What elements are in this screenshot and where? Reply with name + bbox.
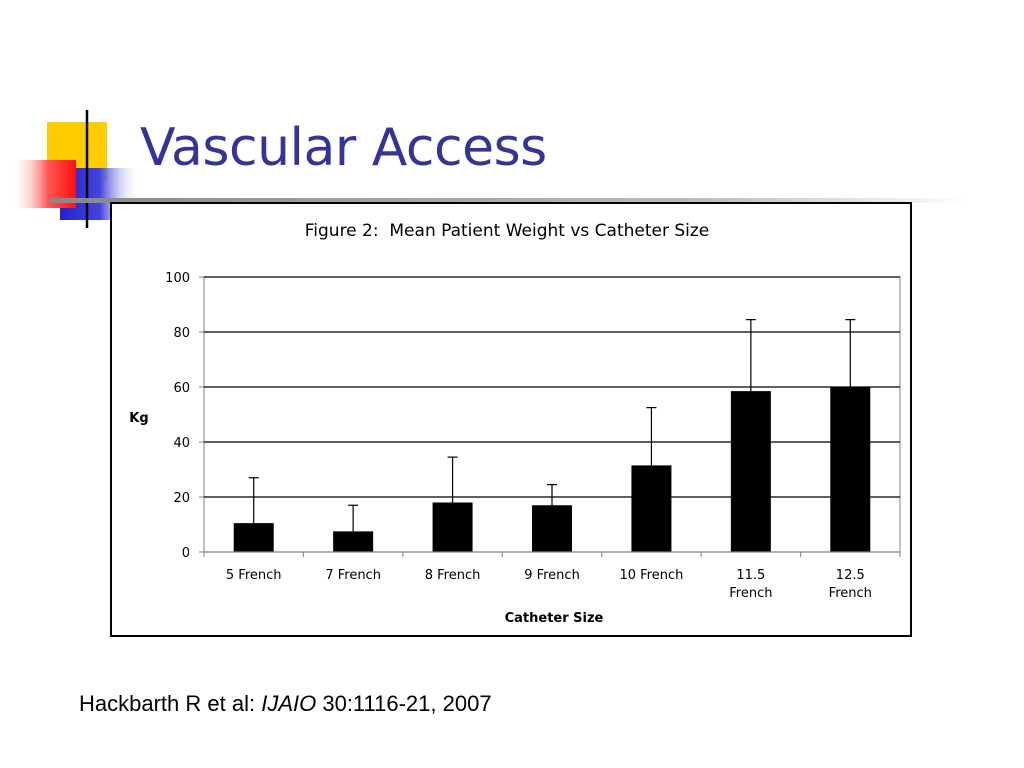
citation: Hackbarth R et al: IJAIO 30:1116-21, 200… <box>79 691 492 717</box>
citation-journal: IJAIO <box>261 691 317 716</box>
chart-frame: Figure 2: Mean Patient Weight vs Cathete… <box>110 202 912 637</box>
bar <box>830 387 871 552</box>
bar <box>730 391 771 552</box>
y-tick-label: 20 <box>173 491 190 506</box>
y-tick-label: 80 <box>173 326 190 341</box>
y-tick-label: 60 <box>173 381 190 396</box>
citation-reference: 30:1116-21, 2007 <box>322 691 492 716</box>
y-tick-label: 100 <box>165 271 190 286</box>
x-tick-label: 8 French <box>425 568 481 583</box>
x-tick-label: French <box>829 586 872 601</box>
bar-chart: Figure 2: Mean Patient Weight vs Cathete… <box>129 221 901 626</box>
bar <box>333 531 374 552</box>
y-tick-label: 40 <box>173 436 190 451</box>
axis-layer: 0 20 40 60 80 100 5 French 7 French 8 French 9 Fr… <box>165 271 901 601</box>
x-tick-label: 7 French <box>325 568 381 583</box>
title-underline <box>50 198 970 203</box>
x-axis-label: Catheter Size <box>505 611 604 626</box>
y-axis-label: Kg <box>129 411 148 426</box>
x-tick-label: 9 French <box>524 568 580 583</box>
bar <box>532 505 572 552</box>
bar <box>233 523 274 552</box>
bar <box>631 465 672 552</box>
y-tick-label: 0 <box>182 546 190 561</box>
slide-title: Vascular Access <box>140 118 547 178</box>
citation-authors: Hackbarth R et al: <box>79 691 256 716</box>
x-tick-label: 10 French <box>619 568 683 583</box>
title-decoration <box>14 110 140 228</box>
x-tick-label: French <box>729 586 772 601</box>
bar-layer <box>233 319 871 552</box>
x-tick-label: 11.5 <box>736 568 765 583</box>
x-tick-label: 12.5 <box>836 568 865 583</box>
bar <box>432 502 473 552</box>
chart-title: Figure 2: Mean Patient Weight vs Cathete… <box>305 221 710 241</box>
x-tick-label: 5 French <box>226 568 282 583</box>
